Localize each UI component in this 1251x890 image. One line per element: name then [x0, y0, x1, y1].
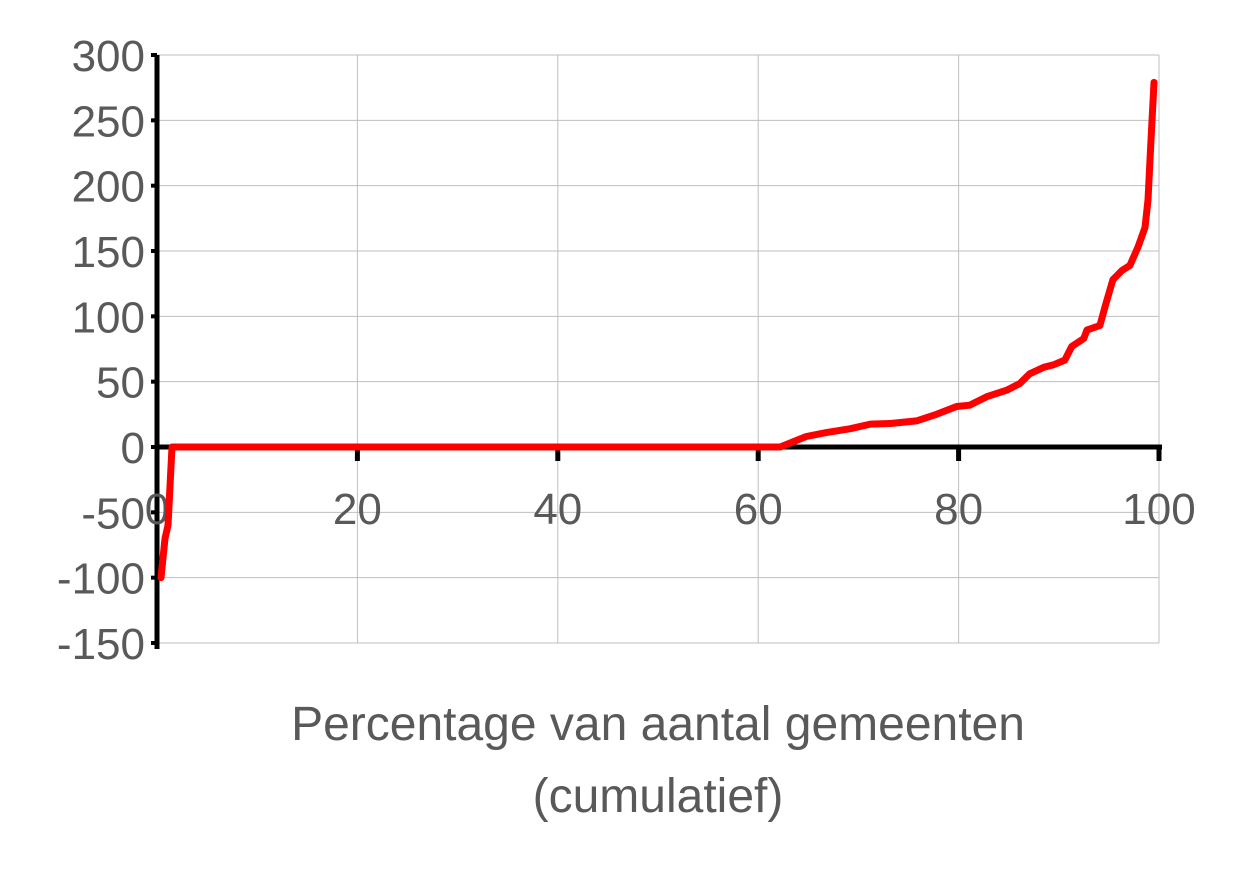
y-tick-label: 200 — [72, 163, 145, 212]
x-axis-label-line-2: (cumulatief) — [533, 770, 784, 823]
gridlines — [156, 54, 1160, 644]
x-tick-label: 40 — [533, 485, 582, 534]
y-tick-label: 250 — [72, 97, 145, 146]
series-line — [157, 78, 1158, 582]
y-tick-labels: -150 -100 -50 0 50 100 150 200 250 300 — [57, 32, 145, 669]
x-tick-label: 100 — [1122, 485, 1195, 534]
y-tick-label: -150 — [57, 620, 145, 669]
y-tick-label: 150 — [72, 228, 145, 277]
y-tick-label: -50 — [81, 489, 145, 538]
x-axis-label-line-1: Percentage van aantal gemeenten — [291, 698, 1025, 751]
y-tick-label: 100 — [72, 293, 145, 342]
y-tick-label: 50 — [96, 359, 145, 408]
x-tick-label: 60 — [734, 485, 783, 534]
x-tick-labels: 0 20 40 60 80 100 — [145, 485, 1196, 534]
series-group — [157, 78, 1158, 582]
x-tick-label: 20 — [333, 485, 382, 534]
y-tick-label: 0 — [121, 424, 145, 473]
x-tick-label: 80 — [934, 485, 983, 534]
y-tick-label: -100 — [57, 555, 145, 604]
axes — [151, 53, 1162, 649]
y-tick-label: 300 — [72, 32, 145, 81]
